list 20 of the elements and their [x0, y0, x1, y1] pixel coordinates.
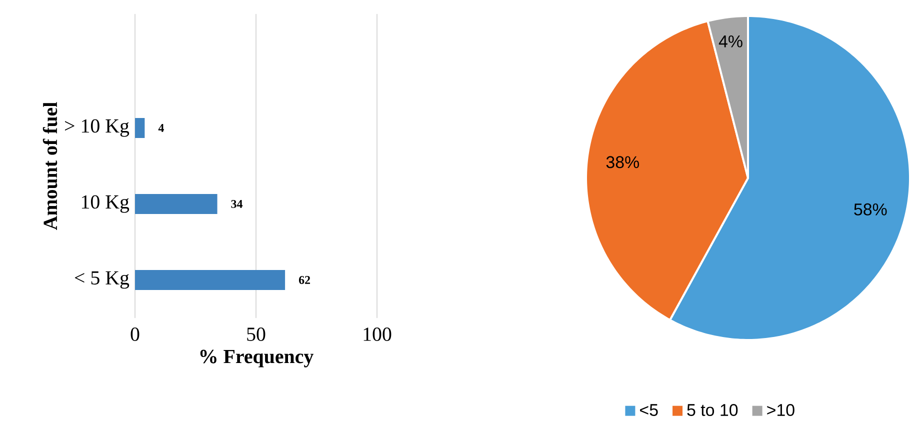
- data-label: 38%: [606, 156, 639, 168]
- x-axis-title: % Frequency: [200, 350, 314, 368]
- data-label: 62: [298, 276, 310, 284]
- data-label: 4%: [718, 35, 742, 48]
- x-tick-label: 100: [364, 328, 392, 341]
- legend-label: <5: [640, 404, 658, 416]
- legend-label: >10: [767, 404, 794, 416]
- bar: [135, 270, 286, 290]
- x-tick-label: 50: [247, 328, 266, 341]
- y-tick-label: 10 Kg: [82, 195, 130, 213]
- y-axis-title: Amount of fuel: [42, 102, 58, 230]
- y-tick-label: < 5 Kg: [74, 271, 130, 289]
- data-label: 34: [231, 200, 243, 208]
- legend-label: 5 to 10: [687, 404, 738, 416]
- y-tick-label: > 10 Kg: [65, 119, 130, 137]
- data-label: 4: [158, 124, 164, 132]
- data-label: 58%: [854, 203, 887, 216]
- bar: [135, 194, 218, 214]
- x-tick-label: 0: [130, 328, 140, 341]
- bar: [135, 118, 145, 138]
